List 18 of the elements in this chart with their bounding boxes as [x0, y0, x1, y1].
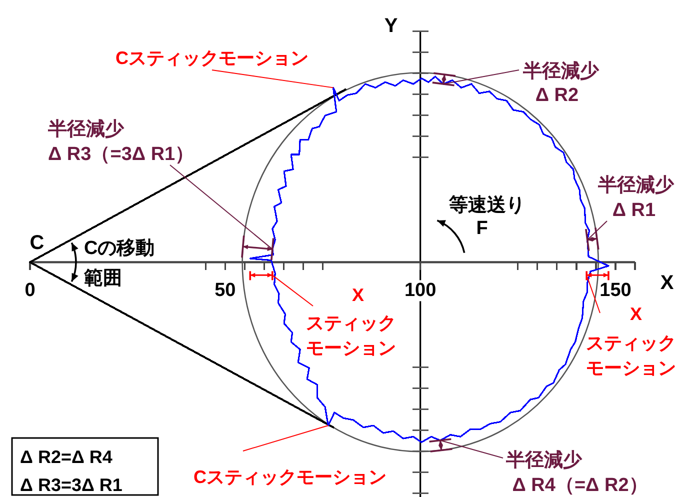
annotation: Cスティックモーション	[194, 467, 386, 487]
x-tick-label: 0	[24, 280, 36, 302]
annotation: 半径減少 Δ R1	[597, 174, 675, 221]
text: Δ R2=Δ R4 Δ R3=3Δ R1	[20, 447, 122, 495]
x-axis-title: X	[660, 272, 674, 294]
annotation: 半径減少 Δ R2	[522, 60, 600, 106]
annotation: C	[30, 232, 44, 254]
x-tick-label: 100	[404, 280, 436, 302]
annotation: 等速送り F	[448, 194, 525, 239]
annotation: Xスティックモーション	[306, 285, 396, 358]
x-tick-label: 50	[214, 280, 236, 302]
annotation: 半径減少 Δ R3（=3Δ R1）	[47, 118, 194, 165]
annotation: Xスティックモーション	[586, 304, 676, 378]
y-axis-title: Y	[384, 15, 398, 37]
annotation: 半径減少 Δ R4（=Δ R2）	[505, 449, 648, 496]
annotation: Cの移動範囲	[83, 238, 155, 290]
x-tick-label: 150	[600, 280, 632, 302]
annotation: Cスティックモーション	[116, 48, 308, 68]
